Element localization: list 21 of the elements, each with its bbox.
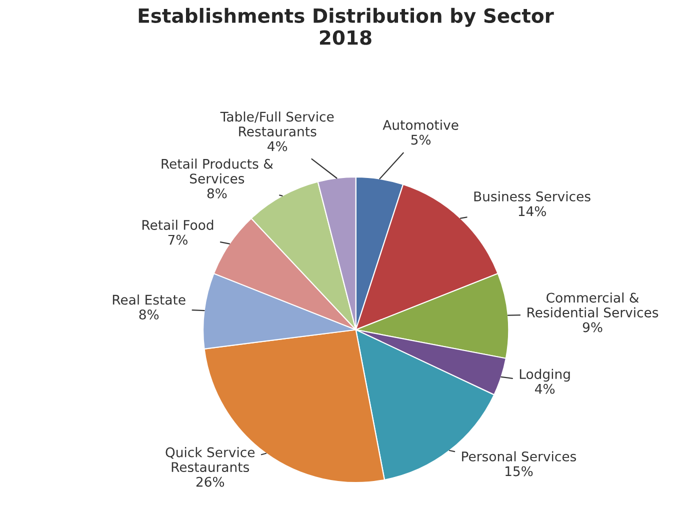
data-label: 14% — [518, 206, 546, 216]
slice-label: Retail Food — [142, 220, 214, 230]
slice-label: Personal Services — [462, 451, 576, 462]
data-label: 8% — [207, 188, 227, 198]
data-label: 7% — [168, 234, 188, 245]
data-label: 8% — [139, 310, 159, 320]
slice-label: Retail Products & Services — [162, 158, 274, 184]
slice-label: Business Services — [474, 191, 590, 202]
data-label: 9% — [582, 322, 602, 332]
data-label: 4% — [535, 384, 555, 394]
slice-label: Commercial & Residential Services — [528, 292, 658, 318]
data-label: 15% — [506, 466, 533, 476]
slice-label: Quick Service Restaurants — [166, 447, 255, 472]
slice-label: Automotive — [382, 120, 458, 130]
data-label: 26% — [196, 476, 224, 487]
slice-label: Lodging — [520, 368, 570, 382]
data-label: 4% — [268, 141, 288, 152]
slice-label: Real Estate — [112, 294, 186, 305]
chart-title: Establishments Distribution by Sector 2018 — [138, 8, 554, 45]
data-label: 5% — [411, 134, 431, 145]
slice-label: Table/Full Service Restaurants — [220, 111, 334, 136]
